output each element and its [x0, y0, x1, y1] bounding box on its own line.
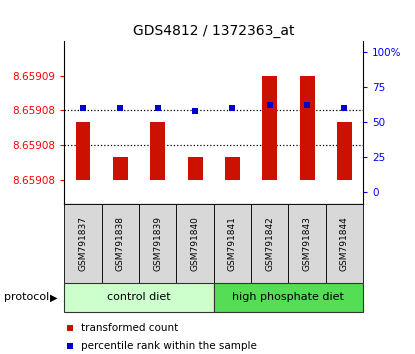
Bar	[214, 283, 363, 312]
Text: GSM791837: GSM791837	[78, 216, 88, 271]
Bar	[64, 283, 214, 312]
Bar	[326, 204, 363, 283]
Bar	[214, 204, 251, 283]
Bar	[288, 204, 326, 283]
Bar	[150, 122, 165, 180]
Point	[229, 105, 236, 111]
Bar	[76, 122, 90, 180]
Text: high phosphate diet: high phosphate diet	[232, 292, 344, 302]
Bar	[300, 76, 315, 180]
Title: GDS4812 / 1372363_at: GDS4812 / 1372363_at	[133, 24, 295, 38]
Text: GSM791842: GSM791842	[265, 216, 274, 271]
Text: GSM791843: GSM791843	[303, 216, 312, 271]
Text: percentile rank within the sample: percentile rank within the sample	[81, 341, 256, 351]
Point	[341, 105, 348, 111]
Bar	[102, 204, 139, 283]
Text: ▶: ▶	[50, 292, 58, 302]
Bar	[262, 76, 277, 180]
Text: GSM791841: GSM791841	[228, 216, 237, 271]
Bar	[188, 157, 203, 180]
Bar	[64, 204, 102, 283]
Point	[67, 325, 73, 331]
Text: GSM791844: GSM791844	[340, 216, 349, 271]
Bar	[251, 204, 288, 283]
Point	[117, 105, 124, 111]
Text: GSM791838: GSM791838	[116, 216, 125, 271]
Text: protocol: protocol	[4, 292, 49, 302]
Text: GSM791839: GSM791839	[153, 216, 162, 271]
Text: GSM791840: GSM791840	[190, 216, 200, 271]
Text: control diet: control diet	[107, 292, 171, 302]
Point	[80, 105, 86, 111]
Text: transformed count: transformed count	[81, 323, 178, 333]
Point	[192, 108, 198, 114]
Bar	[113, 157, 128, 180]
Bar	[139, 204, 176, 283]
Point	[67, 343, 73, 349]
Bar	[337, 122, 352, 180]
Point	[154, 105, 161, 111]
Bar	[225, 157, 240, 180]
Point	[304, 102, 310, 108]
Point	[266, 102, 273, 108]
Bar	[176, 204, 214, 283]
